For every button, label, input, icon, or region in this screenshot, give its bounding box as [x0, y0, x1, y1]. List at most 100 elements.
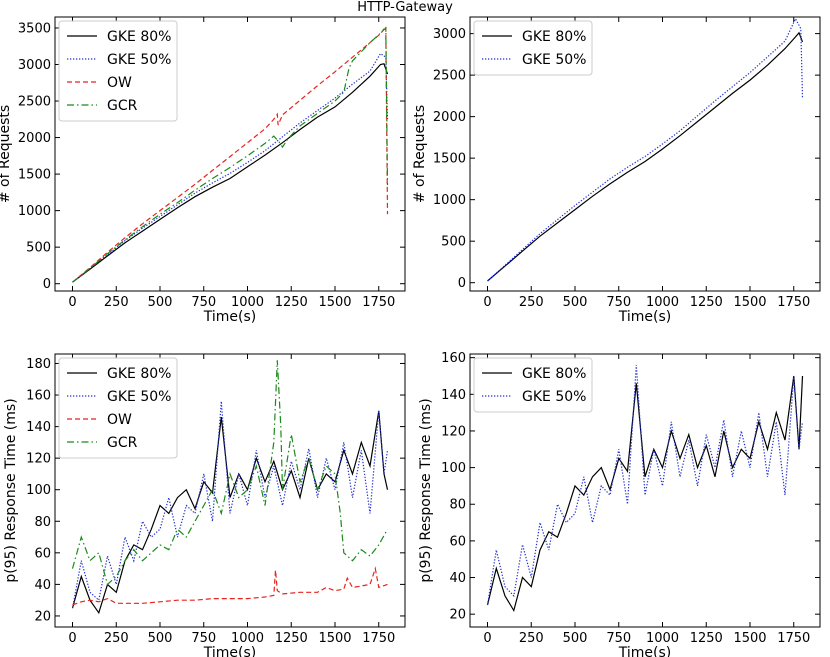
- x-tick-label: 1250: [275, 631, 308, 646]
- plot-frame: [54, 16, 406, 292]
- x-tick-label: 1500: [318, 295, 351, 310]
- y-tick-label: 120: [26, 452, 51, 467]
- y-tick-label: 1000: [433, 193, 466, 208]
- x-tick-label: 500: [148, 631, 173, 646]
- series-line-gcr: [71, 360, 389, 586]
- x-tick-label: 1750: [362, 295, 395, 310]
- legend-entry: GKE 50%: [522, 389, 586, 405]
- x-tick-label: 1250: [275, 295, 308, 310]
- x-tick-label: 0: [68, 295, 76, 310]
- y-tick-label: 3500: [18, 21, 51, 36]
- x-tick-label: 1000: [646, 631, 679, 646]
- plot-frame: [54, 353, 406, 628]
- figure-title: HTTP-Gateway: [357, 0, 453, 15]
- chart-bottom-right: 0 250 500 750 1000 1250 1500 1750 20 40 60 80 100 120…: [418, 351, 821, 657]
- x-tick-label: 1500: [318, 631, 351, 646]
- x-tick-label: 500: [148, 295, 173, 310]
- legend-entry: GKE 80%: [107, 366, 171, 382]
- x-axis-label: Time(s): [203, 645, 256, 657]
- y-tick-label: 3000: [18, 58, 51, 73]
- y-tick-label: 100: [441, 461, 466, 476]
- y-tick-label: 100: [26, 483, 51, 498]
- legend-entry: OW: [107, 412, 132, 428]
- plot-frame: [469, 353, 821, 628]
- series-line-ow: [72, 566, 388, 606]
- series-line-gke-50: [72, 52, 389, 283]
- y-tick-label: 80: [449, 498, 466, 513]
- chart-top-right: 0 250 500 750 1000 1250 1500 1750 0 500 1000 1500 20…: [412, 16, 821, 325]
- x-tick-label: 1750: [777, 295, 810, 310]
- x-tick-label: 1750: [777, 631, 810, 646]
- x-tick-label: 1000: [231, 295, 264, 310]
- y-tick-label: 40: [34, 578, 51, 593]
- y-tick-label: 160: [26, 389, 51, 404]
- y-tick-label: 180: [26, 357, 51, 372]
- y-tick-label: 2500: [433, 69, 466, 84]
- series-line-gke-80: [486, 375, 804, 613]
- x-tick-label: 1500: [733, 295, 766, 310]
- y-axis-label: # of Requests: [412, 105, 428, 203]
- x-axis-label: Time(s): [618, 309, 671, 325]
- y-tick-label: 20: [34, 609, 51, 624]
- x-tick-label: 250: [104, 631, 129, 646]
- legend-entry: GKE 50%: [107, 389, 171, 405]
- legend-entry: GCR: [107, 435, 138, 451]
- chart-bottom-left: 0 250 500 750 1000 1250 1500 1750 20 40 60 80 100 120…: [3, 353, 406, 657]
- x-tick-label: 500: [563, 631, 588, 646]
- legend-frame: [58, 357, 178, 459]
- series-line-ow: [72, 24, 389, 283]
- x-tick-label: 1000: [231, 631, 264, 646]
- y-tick-label: 60: [34, 546, 51, 561]
- x-tick-label: 1750: [362, 631, 395, 646]
- legend-entry: GKE 50%: [107, 52, 171, 68]
- y-tick-label: 60: [449, 534, 466, 549]
- y-tick-label: 0: [43, 277, 51, 292]
- y-tick-label: 2000: [433, 110, 466, 125]
- y-tick-label: 140: [26, 420, 51, 435]
- series-line-gke-80: [72, 63, 389, 283]
- x-tick-label: 1250: [690, 631, 723, 646]
- legend-frame: [473, 357, 593, 413]
- plot-frame: [469, 16, 821, 292]
- y-tick-label: 1500: [433, 152, 466, 167]
- x-tick-label: 750: [191, 295, 216, 310]
- legend-entry: OW: [107, 75, 132, 91]
- legend-entry: GCR: [107, 98, 138, 114]
- y-tick-label: 3000: [433, 27, 466, 42]
- legend: GKE 80% GKE 50%: [473, 20, 593, 76]
- y-tick-label: 0: [458, 276, 466, 291]
- series-line-gke-50: [486, 364, 804, 606]
- x-tick-label: 750: [191, 631, 216, 646]
- y-tick-label: 1500: [18, 168, 51, 183]
- series-line-gke-50: [487, 17, 804, 282]
- legend: GKE 80% GKE 50%: [473, 357, 593, 413]
- legend-entry: GKE 80%: [522, 29, 586, 45]
- y-tick-label: 2000: [18, 131, 51, 146]
- legend: GKE 80% GKE 50% OW GCR: [58, 357, 178, 459]
- x-tick-label: 250: [104, 295, 129, 310]
- legend-entry: GKE 80%: [107, 29, 171, 45]
- y-axis-label: p(95) Response Time (ms): [3, 398, 19, 582]
- legend: GKE 80% GKE 50% OW GCR: [58, 20, 178, 122]
- x-tick-label: 1250: [690, 295, 723, 310]
- legend-frame: [58, 20, 178, 122]
- x-axis-label: Time(s): [203, 309, 256, 325]
- y-tick-label: 120: [441, 424, 466, 439]
- x-tick-label: 500: [563, 295, 588, 310]
- legend-entry: GKE 50%: [522, 52, 586, 68]
- x-axis-label: Time(s): [618, 645, 671, 657]
- x-tick-label: 750: [606, 631, 631, 646]
- y-tick-label: 40: [449, 571, 466, 586]
- x-tick-label: 0: [483, 295, 491, 310]
- y-tick-label: 2500: [18, 95, 51, 110]
- x-tick-label: 1000: [646, 295, 679, 310]
- legend-entry: GKE 80%: [522, 366, 586, 382]
- x-tick-label: 0: [483, 631, 491, 646]
- y-axis-label: p(95) Response Time (ms): [418, 398, 434, 582]
- x-tick-label: 750: [606, 295, 631, 310]
- legend-frame: [473, 20, 593, 76]
- y-tick-label: 1000: [18, 204, 51, 219]
- y-axis-label: # of Requests: [0, 105, 13, 203]
- x-tick-label: 1500: [733, 631, 766, 646]
